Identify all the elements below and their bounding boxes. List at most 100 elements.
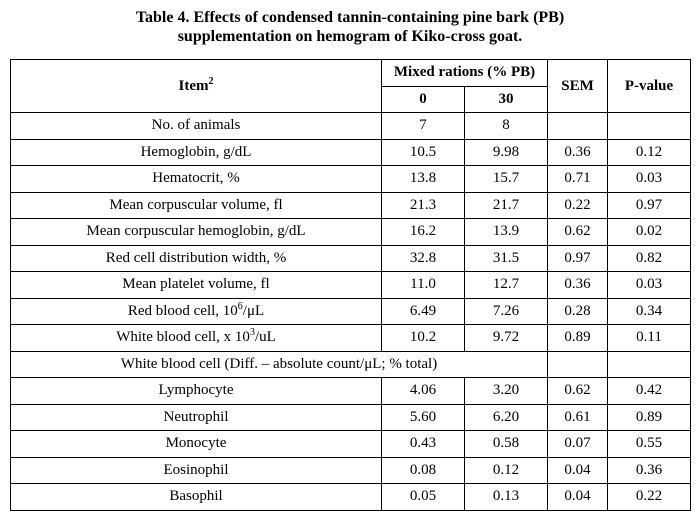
table-row: Basophil 0.05 0.13 0.04 0.22 <box>10 483 692 511</box>
row-sem: 0.61 <box>547 403 609 431</box>
row-value-0: 6.49 <box>381 297 465 325</box>
row-sem: 0.36 <box>547 138 609 166</box>
table-row: Red blood cell, 106/μL 6.49 7.26 0.28 0.… <box>10 297 692 325</box>
row-item: Red blood cell, 106/μL <box>10 297 382 325</box>
header-col-30: 30 <box>463 85 549 113</box>
row-value-30: 8 <box>463 112 549 140</box>
row-sem: 0.71 <box>547 165 609 193</box>
row-item: Basophil <box>10 483 382 511</box>
header-col-0: 0 <box>381 85 465 113</box>
row-pvalue: 0.12 <box>607 138 692 166</box>
row-item: Mean platelet volume, fl <box>10 271 382 299</box>
row-pvalue: 0.97 <box>607 191 692 219</box>
row-value-30: 9.98 <box>463 138 549 166</box>
row-value-30: 6.20 <box>463 403 549 431</box>
row-value-30: 0.12 <box>463 456 549 484</box>
row-pvalue: 0.42 <box>607 377 692 405</box>
table-row: Monocyte 0.43 0.58 0.07 0.55 <box>10 430 692 458</box>
table-row: Neutrophil 5.60 6.20 0.61 0.89 <box>10 403 692 431</box>
row-sem: 0.04 <box>547 456 609 484</box>
header-mixed-rations: Mixed rations (% PB) <box>380 59 549 87</box>
row-sem: 0.62 <box>547 377 609 405</box>
table-row: Eosinophil 0.08 0.12 0.04 0.36 <box>10 456 692 484</box>
wbc-group-label: White blood cell (Diff. – absolute count… <box>9 350 549 378</box>
table-row: Mean platelet volume, fl 11.0 12.7 0.36 … <box>10 271 692 299</box>
row-item: Red cell distribution width, % <box>10 244 382 272</box>
row-sem <box>547 350 609 378</box>
hemogram-table: Item2 Mixed rations (% PB) SEM P-value 0… <box>9 59 692 511</box>
table-body: No. of animals 7 8 Hemoglobin, g/dL 10.5… <box>9 112 692 511</box>
row-pvalue: 0.34 <box>607 297 692 325</box>
row-pvalue: 0.02 <box>607 218 692 246</box>
row-sem: 0.28 <box>547 297 609 325</box>
row-value-0: 4.06 <box>381 377 465 405</box>
row-item-text: Red blood cell, 10 <box>127 302 238 319</box>
row-value-30: 0.58 <box>463 430 549 458</box>
row-value-0: 21.3 <box>381 191 465 219</box>
row-item: No. of animals <box>10 112 382 140</box>
table-header: Item2 Mixed rations (% PB) SEM P-value 0… <box>10 59 692 113</box>
row-item: White blood cell, x 103/uL <box>10 324 382 352</box>
table-row: Lymphocyte 4.06 3.20 0.62 0.42 <box>10 377 692 405</box>
row-sem: 0.22 <box>547 191 609 219</box>
row-pvalue: 0.55 <box>607 430 692 458</box>
row-pvalue <box>607 350 692 378</box>
table-row: Hematocrit, % 13.8 15.7 0.71 0.03 <box>10 165 692 193</box>
row-pvalue: 0.82 <box>607 244 692 272</box>
row-item: Neutrophil <box>10 403 382 431</box>
row-sem: 0.07 <box>547 430 609 458</box>
header-item: Item2 <box>10 59 382 113</box>
row-value-0: 0.08 <box>381 456 465 484</box>
row-pvalue <box>607 112 692 140</box>
header-item-footnote: 2 <box>208 75 214 87</box>
row-value-30: 13.9 <box>463 218 549 246</box>
row-item: Monocyte <box>10 430 382 458</box>
table-row: Mean corpuscular hemoglobin, g/dL 16.2 1… <box>10 218 692 246</box>
row-item: Hematocrit, % <box>10 165 382 193</box>
row-value-30: 3.20 <box>463 377 549 405</box>
row-value-0: 13.8 <box>381 165 465 193</box>
table-row: White blood cell, x 103/uL 10.2 9.72 0.8… <box>10 324 692 352</box>
table-caption: Table 4. Effects of condensed tannin-con… <box>0 8 700 46</box>
row-pvalue: 0.22 <box>607 483 692 511</box>
row-value-0: 10.5 <box>381 138 465 166</box>
table-row: Mean corpuscular volume, fl 21.3 21.7 0.… <box>10 191 692 219</box>
row-pvalue: 0.11 <box>607 324 692 352</box>
row-value-0: 0.43 <box>381 430 465 458</box>
row-pvalue: 0.03 <box>607 271 692 299</box>
row-item-text: White blood cell, x 10 <box>116 329 250 346</box>
row-pvalue: 0.89 <box>607 403 692 431</box>
row-value-0: 7 <box>381 112 465 140</box>
table-row-group-label: White blood cell (Diff. – absolute count… <box>9 350 692 378</box>
row-item: Hemoglobin, g/dL <box>10 138 382 166</box>
row-value-30: 31.5 <box>463 244 549 272</box>
row-value-0: 16.2 <box>381 218 465 246</box>
row-sem: 0.97 <box>547 244 609 272</box>
row-item-exponent: 3 <box>249 327 255 339</box>
row-value-30: 9.72 <box>463 324 549 352</box>
row-item-unit: /μL <box>242 302 265 319</box>
row-item: Eosinophil <box>10 456 382 484</box>
row-item-unit: /uL <box>254 329 276 346</box>
row-value-0: 11.0 <box>381 271 465 299</box>
row-sem: 0.04 <box>547 483 609 511</box>
row-value-30: 12.7 <box>463 271 549 299</box>
table-row: Red cell distribution width, % 32.8 31.5… <box>10 244 692 272</box>
header-item-label: Item <box>178 77 209 94</box>
table-row: No. of animals 7 8 <box>10 112 692 140</box>
row-value-30: 15.7 <box>463 165 549 193</box>
row-value-30: 21.7 <box>463 191 549 219</box>
header-sem: SEM <box>547 59 609 113</box>
row-item: Lymphocyte <box>10 377 382 405</box>
row-value-0: 32.8 <box>381 244 465 272</box>
row-value-0: 5.60 <box>381 403 465 431</box>
caption-line-1: Table 4. Effects of condensed tannin-con… <box>135 9 565 26</box>
row-pvalue: 0.03 <box>607 165 692 193</box>
row-sem <box>547 112 609 140</box>
row-item-exponent: 6 <box>237 300 243 312</box>
header-pvalue: P-value <box>607 59 692 113</box>
caption-line-2: supplementation on hemogram of Kiko-cros… <box>177 28 523 45</box>
row-pvalue: 0.36 <box>607 456 692 484</box>
row-sem: 0.89 <box>547 324 609 352</box>
